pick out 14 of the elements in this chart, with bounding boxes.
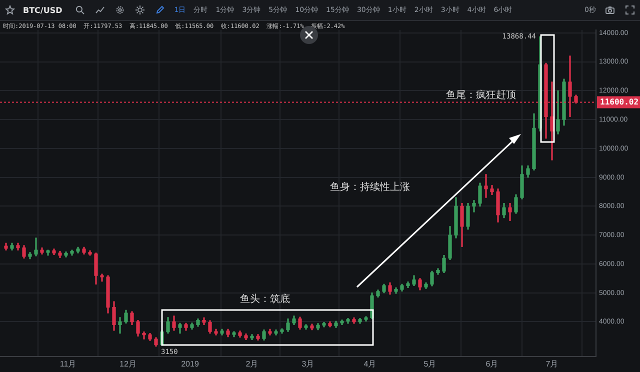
chart-title: BTC/USD (23, 6, 62, 14)
x-tick-label: 4月 (364, 359, 376, 368)
x-tick-label: 2019 (181, 359, 200, 368)
annotation: 鱼身：持续性上涨 (330, 180, 410, 194)
annotation: 鱼头：筑底 (240, 292, 290, 306)
x-tick-label: 5月 (424, 359, 436, 368)
x-tick-label: 11月 (60, 359, 76, 368)
x-tick-label: 3月 (302, 359, 314, 368)
annotation: 鱼尾：疯狂赶顶 (446, 88, 516, 102)
x-tick-label: 12月 (120, 359, 136, 368)
x-tick-label: 6月 (486, 359, 498, 368)
x-tick-label: 7月 (546, 359, 558, 368)
ref-line-label: 11600.02 (600, 97, 639, 106)
x-tick-label: 2月 (246, 359, 258, 368)
